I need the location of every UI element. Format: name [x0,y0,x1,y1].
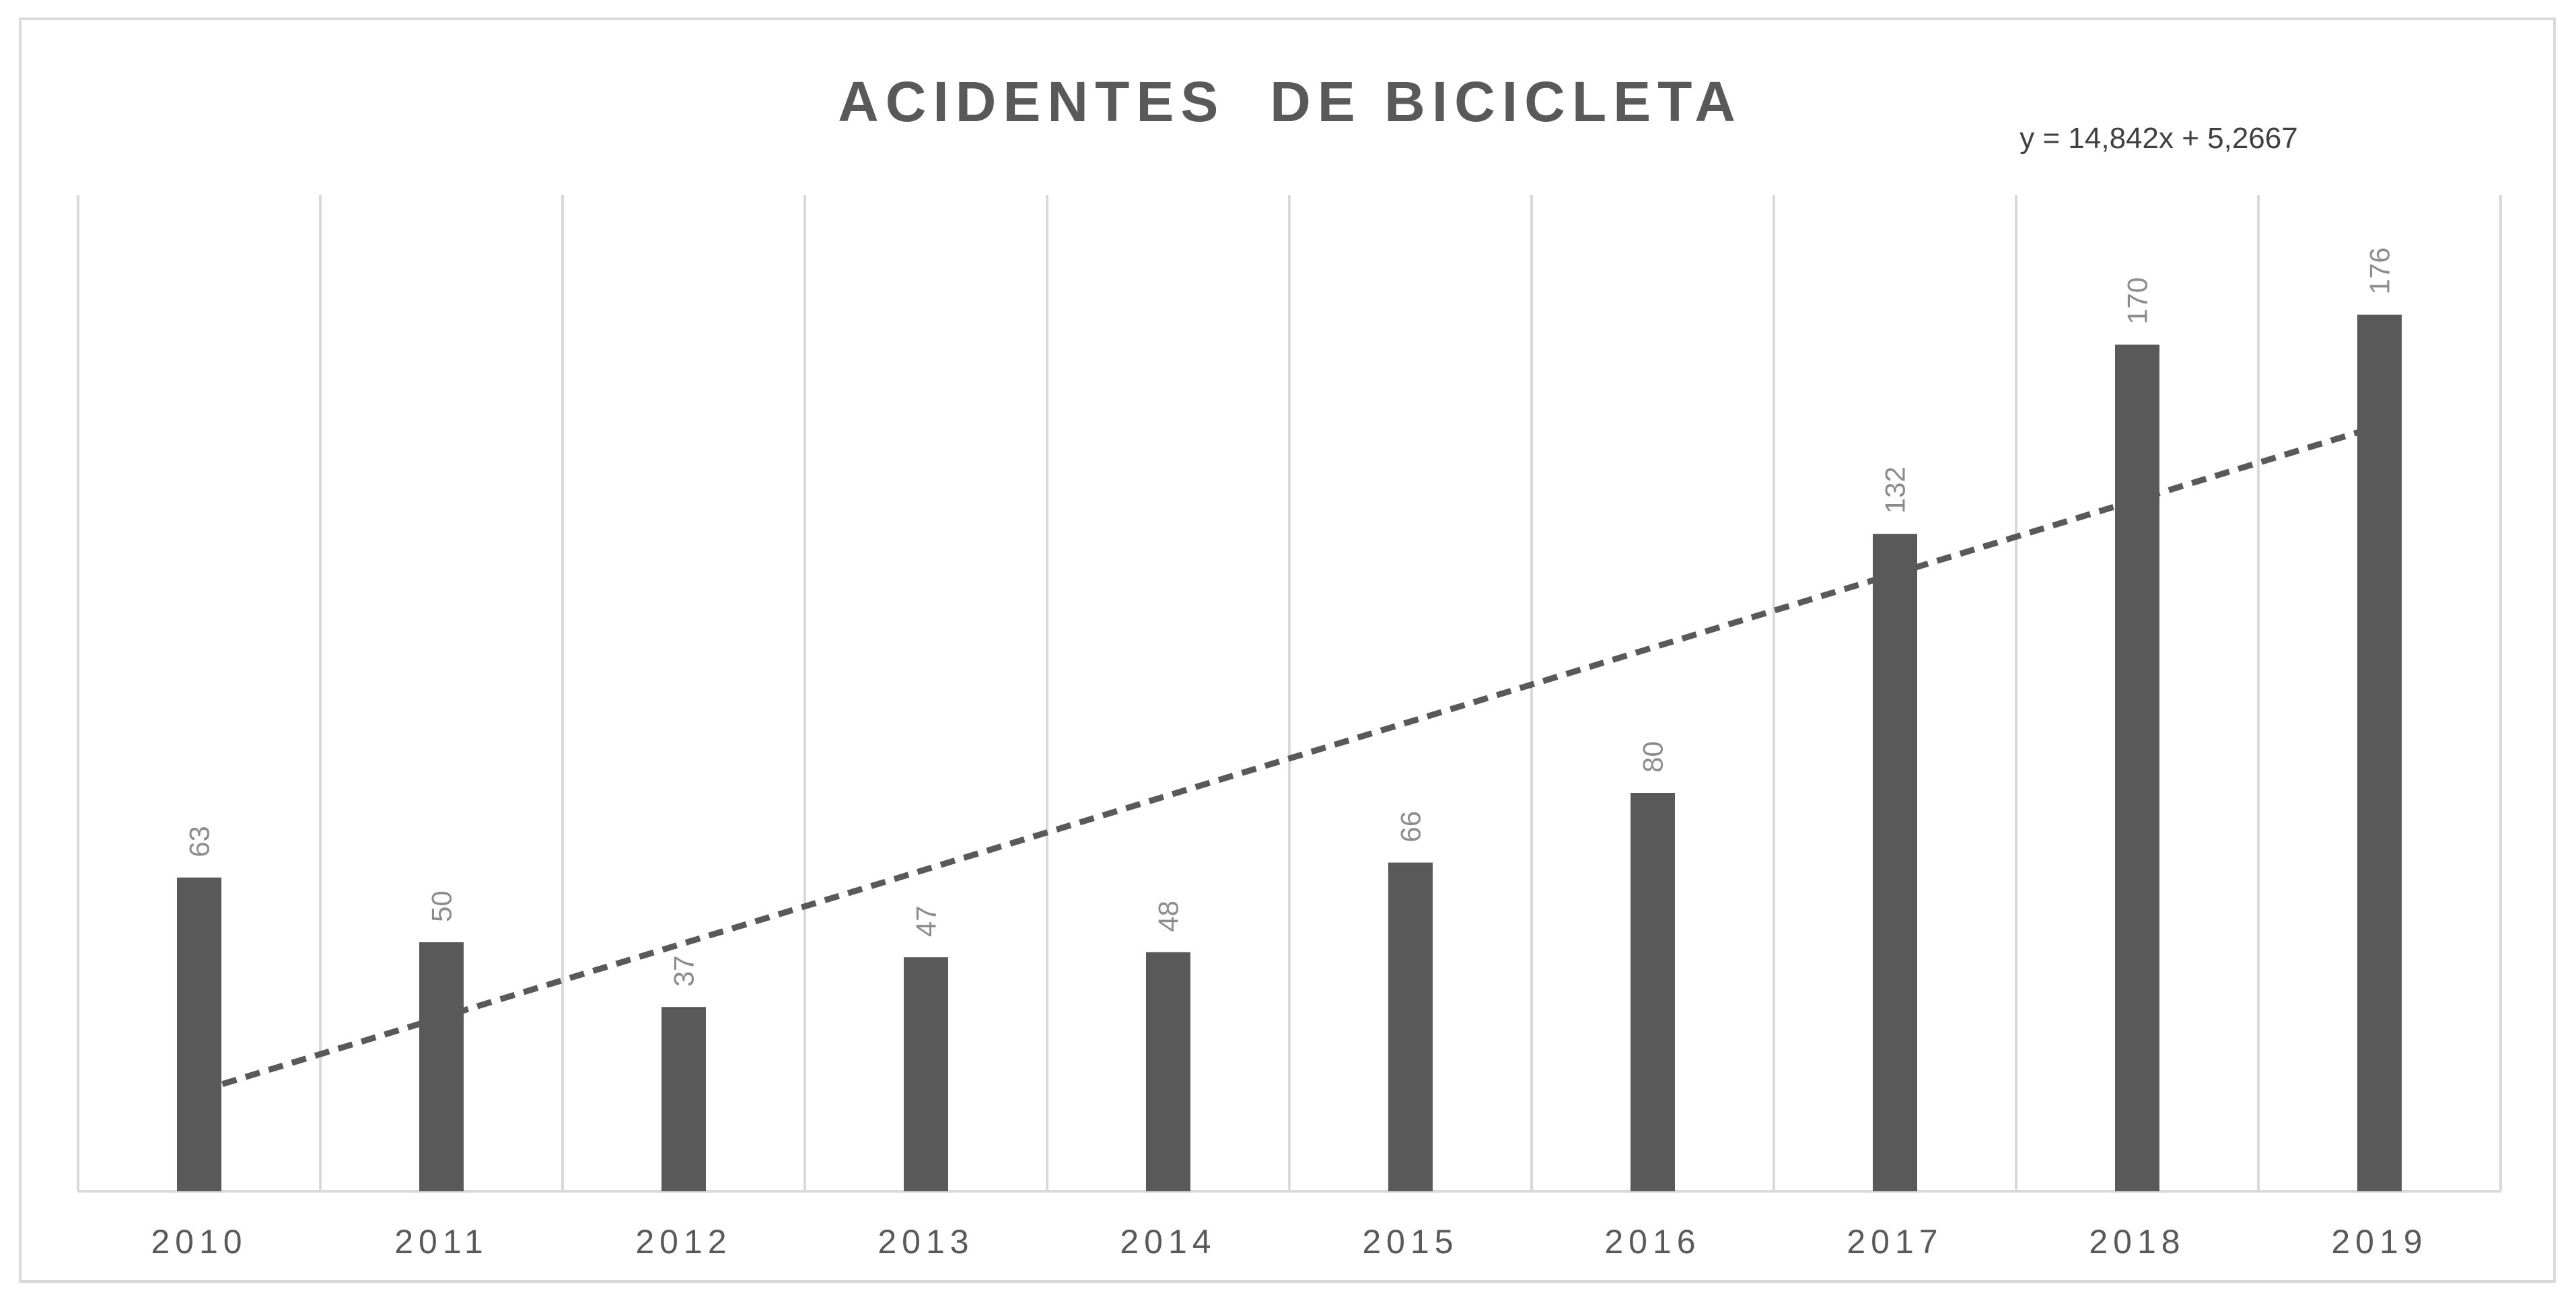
bar-chart: ACIDENTES DE BICICLETA y = 14,842x + 5,2… [77,70,2502,1261]
x-tick-2011: 2011 [394,1223,489,1261]
data-label-2017: 132 [1880,466,1911,514]
data-label-2012: 37 [668,955,700,987]
x-tick-2017: 2017 [1847,1223,1943,1261]
x-tick-2016: 2016 [1604,1223,1701,1261]
chart-title: ACIDENTES DE BICICLETA [838,70,1742,133]
data-label-2010: 63 [184,826,215,857]
x-tick-2014: 2014 [1120,1223,1216,1261]
data-label-2016: 80 [1637,741,1669,773]
trendline-equation: y = 14,842x + 5,2667 [2019,122,2297,155]
data-labels: 63 50 37 47 48 66 80 132 170 176 [184,248,2396,987]
trendline-line [198,423,2381,1094]
x-tick-2012: 2012 [635,1223,731,1261]
bar-2018 [2115,345,2159,1191]
x-tick-2015: 2015 [1362,1223,1458,1261]
data-label-2015: 66 [1395,811,1427,843]
data-label-2013: 47 [910,905,942,937]
bar-2016 [1631,793,1675,1191]
x-tick-2018: 2018 [2089,1223,2185,1261]
x-tick-2010: 2010 [151,1223,247,1261]
x-axis-ticks: 2010 2011 2012 2013 2014 2015 2016 2017 2018 2019 [151,1223,2427,1261]
data-label-2018: 170 [2122,277,2153,324]
x-tick-2019: 2019 [2331,1223,2427,1261]
gridlines [77,195,2502,1193]
data-label-2019: 176 [2364,248,2396,295]
bar-2019 [2357,314,2402,1192]
bar-2015 [1388,862,1433,1191]
bar-2014 [1146,952,1190,1191]
data-label-2014: 48 [1153,901,1184,932]
bar-2013 [904,957,948,1191]
bar-2010 [177,877,221,1191]
chart-frame: ACIDENTES DE BICICLETA y = 14,842x + 5,2… [19,17,2556,1283]
bar-2017 [1873,534,1917,1191]
bar-2011 [419,942,464,1191]
bars [177,314,2402,1192]
x-tick-2013: 2013 [878,1223,974,1261]
data-label-2011: 50 [426,890,458,922]
bar-2012 [661,1007,706,1191]
trendline [198,423,2381,1094]
